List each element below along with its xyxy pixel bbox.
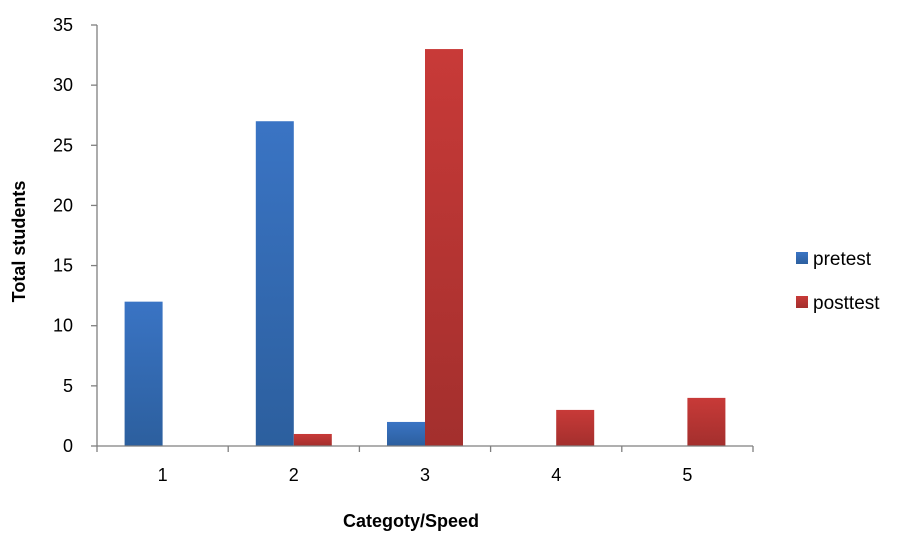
- y-tick-label: 30: [53, 75, 73, 95]
- y-tick-label: 5: [63, 376, 73, 396]
- x-tick-label: 4: [551, 465, 561, 485]
- legend: pretest posttest: [796, 249, 880, 314]
- legend-swatch-posttest: [796, 296, 808, 308]
- bar-pretest-1: [124, 301, 163, 446]
- bar-posttest-3: [425, 49, 463, 447]
- x-tick-label: 1: [158, 465, 168, 485]
- bar-pretest-3: [387, 421, 425, 446]
- legend-swatch-pretest: [796, 252, 808, 264]
- legend-label-pretest: pretest: [813, 249, 872, 270]
- bar-posttest-5: [687, 397, 726, 446]
- y-tick-label: 15: [53, 256, 73, 276]
- y-tick-label: 35: [53, 15, 73, 35]
- bars-layer: [124, 49, 726, 447]
- ticks-layer: 0 5 10 15 20 25 30 35 1 2 3 4 5: [53, 15, 754, 485]
- axes-layer: [96, 25, 753, 447]
- y-tick-label: 10: [53, 316, 73, 336]
- bar-pretest-2: [255, 121, 294, 446]
- y-tick-label: 25: [53, 135, 73, 155]
- x-tick-label: 2: [289, 465, 299, 485]
- x-tick-label: 5: [682, 465, 692, 485]
- bar-posttest-4: [556, 409, 595, 446]
- legend-label-posttest: posttest: [813, 293, 880, 314]
- bar-posttest-2: [293, 433, 332, 446]
- y-tick-label: 20: [53, 195, 73, 215]
- y-tick-label: 0: [63, 436, 73, 456]
- x-tick-label: 3: [420, 465, 430, 485]
- y-axis-title: Total students: [9, 181, 29, 303]
- x-axis-title: Categoty/Speed: [343, 511, 479, 531]
